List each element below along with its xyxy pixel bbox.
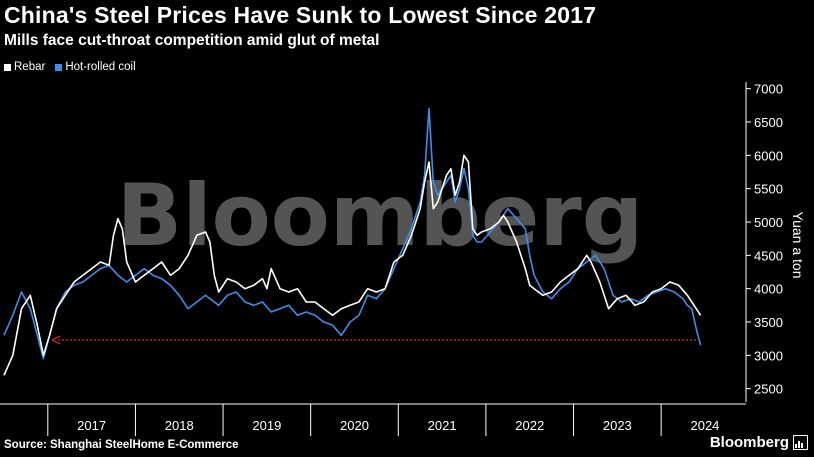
series-line-rebar <box>3 154 702 376</box>
x-tick-label: 2024 <box>690 418 719 433</box>
y-axis-label: Yuan a ton <box>790 212 806 279</box>
chart-subtitle: Mills face cut-throat competition amid g… <box>4 32 380 49</box>
reference-arrow <box>51 335 61 345</box>
gridlines <box>47 404 662 436</box>
reference-line-group <box>51 335 697 345</box>
brand-logo: Bloomberg <box>710 434 808 451</box>
legend: Rebar Hot-rolled coil <box>4 61 136 73</box>
y-tick-label: 4000 <box>754 282 783 297</box>
legend-item-hrc: Hot-rolled coil <box>55 61 136 73</box>
y-tick-label: 6000 <box>754 148 783 163</box>
brand-name: Bloomberg <box>709 434 789 451</box>
x-tick-label: 2019 <box>252 418 281 433</box>
y-tick-label: 7000 <box>754 82 783 97</box>
series-group <box>3 107 702 376</box>
legend-label-rebar: Rebar <box>14 61 46 73</box>
x-tick-label: 2020 <box>340 418 369 433</box>
y-tick-label: 2500 <box>754 382 783 397</box>
x-tick-label: 2021 <box>428 418 457 433</box>
x-tick-label: 2017 <box>77 418 106 433</box>
legend-swatch-hrc <box>55 63 63 71</box>
axes: 2500 3000 3500 4000 4500 5000 5500 6000 6500 7000… <box>0 82 783 433</box>
legend-label-hrc: Hot-rolled coil <box>65 61 136 73</box>
legend-swatch-rebar <box>4 63 11 71</box>
bar-chart-icon <box>793 435 808 450</box>
chart-title: China's Steel Prices Have Sunk to Lowest… <box>4 2 597 28</box>
watermark: Bloomberg <box>117 166 644 266</box>
y-tick-label: 5000 <box>754 215 783 230</box>
y-tick-label: 5500 <box>754 182 783 197</box>
source-note: Source: Shanghai SteelHome E-Commerce <box>4 439 239 451</box>
y-tick-label: 3000 <box>754 348 783 363</box>
y-tick-label: 3500 <box>754 315 783 330</box>
x-tick-label: 2023 <box>603 418 632 433</box>
x-tick-label: 2022 <box>515 418 544 433</box>
y-tick-label: 4500 <box>754 248 783 263</box>
series-line-hrc <box>3 107 702 360</box>
legend-item-rebar: Rebar <box>4 61 45 73</box>
x-tick-label: 2018 <box>165 418 194 433</box>
y-tick-label: 6500 <box>754 115 783 130</box>
